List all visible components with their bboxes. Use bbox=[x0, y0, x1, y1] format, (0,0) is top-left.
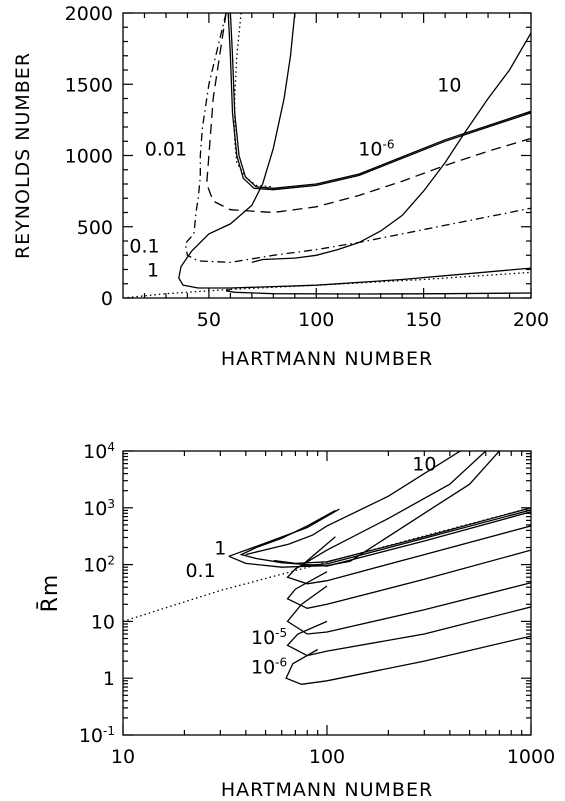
y-tick-label: 1000 bbox=[65, 146, 113, 168]
curve-label: 1 bbox=[147, 260, 159, 282]
curve-label: 0.01 bbox=[145, 139, 187, 161]
curve-label: 10 bbox=[437, 74, 461, 96]
curve-label: 0.1 bbox=[129, 235, 159, 257]
series-group bbox=[123, 451, 531, 685]
curve-label: 10-6 bbox=[251, 656, 287, 679]
y-tick-label: 102 bbox=[83, 554, 115, 577]
series-line-8 bbox=[286, 606, 531, 657]
series-line-2 bbox=[227, 13, 531, 191]
series-line-2 bbox=[273, 507, 531, 565]
series-line-4 bbox=[206, 13, 531, 214]
y-tick-label: 1500 bbox=[65, 74, 113, 96]
series-line-6 bbox=[178, 13, 531, 289]
curve-label: 0.1 bbox=[185, 560, 215, 582]
y-tick-label: 0 bbox=[101, 288, 113, 310]
y-tick-label: 10-1 bbox=[79, 724, 115, 747]
series-line-12 bbox=[245, 451, 461, 556]
series-line-7 bbox=[251, 32, 531, 264]
series-line-11 bbox=[228, 508, 340, 557]
series-line-7 bbox=[286, 582, 531, 635]
y-tick-label: 500 bbox=[77, 217, 113, 239]
x-tick-label: 50 bbox=[197, 309, 221, 331]
x-axis-title: HARTMANN NUMBER bbox=[221, 779, 433, 801]
curve-label: 10-5 bbox=[251, 626, 287, 649]
x-tick-label: 10 bbox=[111, 746, 135, 768]
series-line-8 bbox=[225, 288, 531, 295]
series-line-3 bbox=[234, 13, 274, 188]
y-tick-label: 104 bbox=[83, 440, 115, 463]
y-axis-title: REYNOLDS NUMBER bbox=[12, 52, 34, 259]
plot-frame bbox=[122, 450, 532, 736]
x-axis-title: HARTMANN NUMBER bbox=[221, 348, 433, 370]
series-line-9 bbox=[285, 635, 531, 685]
series-line-10 bbox=[228, 451, 500, 568]
curve-label: 10 bbox=[412, 454, 436, 476]
x-tick-label: 150 bbox=[405, 309, 441, 331]
series-line-5 bbox=[286, 451, 531, 585]
series-line-3 bbox=[299, 509, 531, 567]
x-tick-label: 1000 bbox=[507, 746, 555, 768]
y-tick-label: 103 bbox=[83, 497, 115, 520]
y-tick-label: 2000 bbox=[65, 3, 113, 25]
y-axis-title: R̄m bbox=[37, 574, 63, 613]
series-line-6 bbox=[286, 549, 531, 609]
chart-bottom: 10 100 1000 10-1 1 10 102 103 104 HARTMANN NUMBER… bbox=[37, 440, 555, 801]
x-tick-label: 100 bbox=[309, 746, 345, 768]
curve-label: 10-6 bbox=[358, 138, 394, 161]
y-tick-label: 1 bbox=[103, 668, 115, 690]
x-tick-label: 200 bbox=[513, 309, 549, 331]
x-tick-label: 100 bbox=[298, 309, 334, 331]
y-tick-label: 10 bbox=[91, 611, 115, 633]
series-line-5 bbox=[184, 13, 531, 264]
curve-label: 1 bbox=[214, 538, 226, 560]
